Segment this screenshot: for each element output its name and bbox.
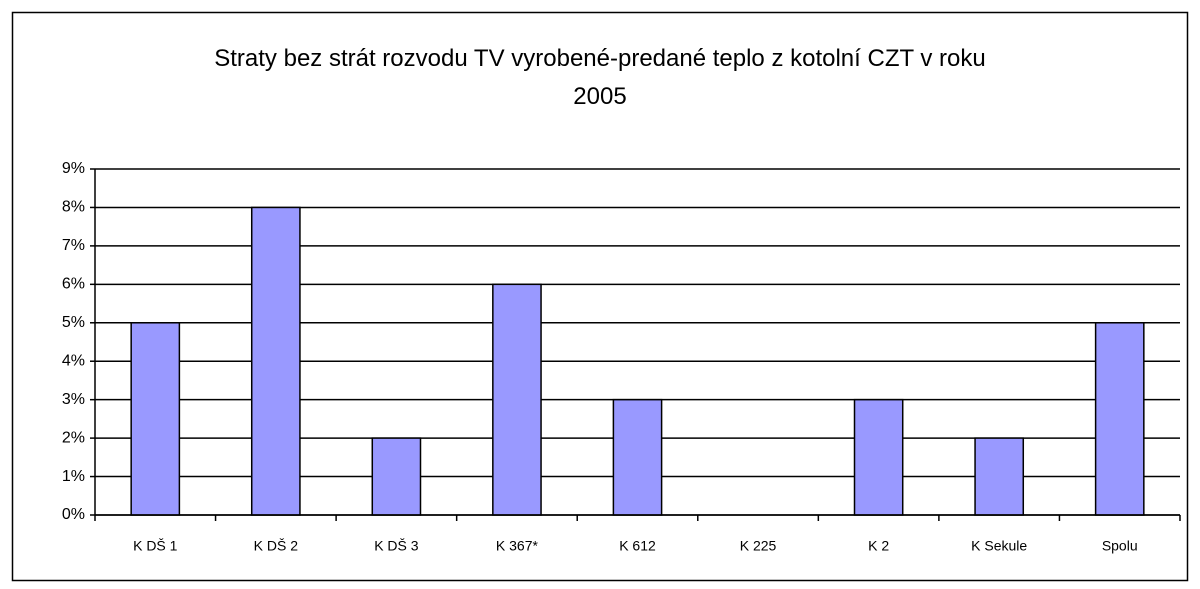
x-tick-label: K 2 [868, 538, 889, 554]
y-tick-label: 4% [62, 352, 85, 369]
y-tick-label: 8% [62, 199, 85, 216]
y-tick-label: 6% [62, 276, 85, 293]
y-tick-label: 0% [62, 506, 85, 523]
x-tick-label: K DŠ 3 [374, 538, 419, 554]
x-tick-label: Spolu [1102, 538, 1138, 554]
y-tick-label: 7% [62, 237, 85, 254]
y-tick-label: 1% [62, 468, 85, 485]
x-tick-label: K DŠ 1 [133, 538, 178, 554]
x-tick-label: K Sekule [971, 538, 1027, 554]
y-tick-label: 2% [62, 429, 85, 446]
bar [250, 206, 301, 516]
chart-title: Straty bez strát rozvodu TV vyrobené-pre… [214, 45, 986, 110]
y-tick-label: 5% [62, 314, 85, 331]
bar [371, 437, 422, 516]
bar [612, 398, 663, 516]
bar [130, 322, 181, 516]
x-tick-label: K 225 [740, 538, 777, 554]
x-tick-label: K DŠ 2 [254, 538, 299, 554]
x-tick-label: K 367* [496, 538, 539, 554]
y-tick-label: 3% [62, 391, 85, 408]
bar [1094, 322, 1145, 516]
y-tick-label: 9% [62, 160, 85, 177]
x-tick-label: K 612 [619, 538, 656, 554]
bar [853, 398, 904, 516]
bar [492, 283, 542, 516]
bar [974, 437, 1025, 516]
